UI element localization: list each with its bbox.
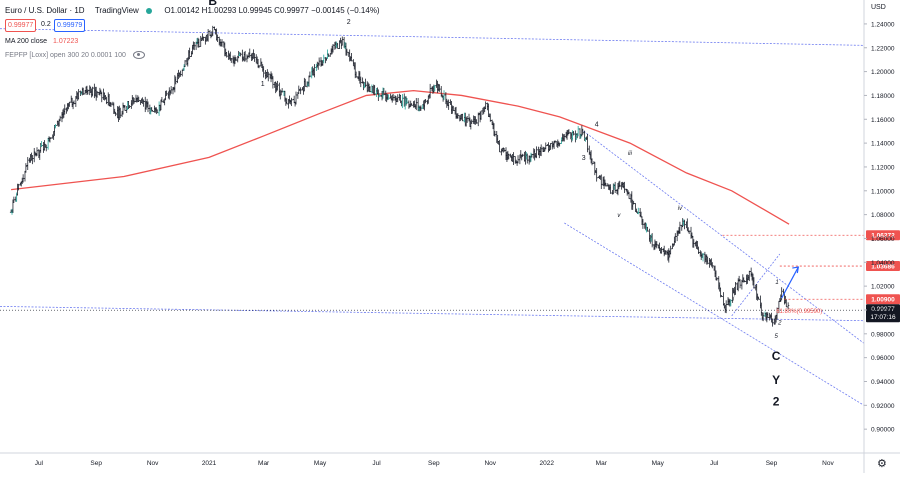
wave-label: iv (678, 206, 683, 212)
trend-line[interactable] (0, 305, 865, 322)
y-tick-label: 1.08000 (871, 212, 895, 219)
x-tick-label: Nov (484, 460, 496, 467)
trend-line[interactable] (564, 222, 865, 406)
wave-label: iii (628, 151, 633, 157)
market-status-icon (146, 7, 153, 14)
level-price-badge[interactable] (866, 230, 900, 241)
y-tick-label: 1.16000 (871, 117, 895, 124)
wave-label: ii (667, 251, 670, 257)
wave-label: 1 (775, 280, 778, 286)
x-tick-label: Nov (147, 460, 159, 467)
y-tick-label: 1.04000 (871, 260, 895, 267)
wave-label: 2 (347, 19, 351, 26)
wave-label: Y (772, 373, 780, 387)
fib-level-label: 61.80%(0.99590) (776, 309, 822, 315)
level-price-badge[interactable] (866, 261, 900, 272)
forecast-arrow[interactable] (781, 266, 799, 299)
ma200-line[interactable] (11, 90, 790, 225)
ohlc-readout: O1.00142 H1.00293 L0.99945 C0.99977 −0.0… (164, 6, 380, 15)
forecast-arrowhead (792, 266, 800, 274)
x-tick-label: May (652, 460, 665, 467)
y-tick-label: 0.96000 (871, 355, 895, 362)
y-tick-label: 1.20000 (871, 69, 895, 76)
wave-label: 2 (777, 320, 782, 326)
current-price-time: 17:07:16 (870, 314, 896, 321)
wave-label: C (772, 349, 781, 363)
y-tick-label: 1.06000 (871, 236, 895, 243)
currency-label[interactable]: USD (871, 4, 886, 11)
x-tick-label: 2022 (539, 460, 554, 467)
y-tick-label: 1.10000 (871, 188, 895, 195)
sell-price-box[interactable]: 0.99977 (5, 19, 37, 32)
spread-label: 0.2 (41, 21, 51, 28)
y-tick-label: 0.98000 (871, 331, 895, 338)
current-price-value: 0.99977 (871, 306, 895, 313)
wave-label: 5 (774, 334, 778, 340)
x-tick-label: Sep (90, 460, 102, 467)
current-price-badge[interactable] (866, 304, 900, 323)
fpfp-indicator-legend[interactable]: FEPFP [Loxx] open 300 20 0.0001 100 (5, 51, 145, 59)
buy-price-box[interactable]: 0.99979 (54, 19, 86, 32)
y-tick-label: 1.14000 (871, 141, 895, 148)
wave-label: 4 (595, 121, 599, 128)
level-price-badge[interactable] (866, 294, 900, 305)
symbol-title[interactable]: Euro / U.S. Dollar · 1D (5, 6, 85, 15)
trend-line[interactable] (0, 28, 865, 46)
legend-header: Euro / U.S. Dollar · 1D TradingView O1.0… (5, 6, 380, 15)
level-price-label: 1.06272 (871, 233, 895, 240)
wave-label: 2 (773, 394, 780, 408)
x-tick-label: 2021 (202, 460, 217, 467)
x-tick-label: Nov (822, 460, 834, 467)
y-tick-label: 0.94000 (871, 379, 895, 386)
wave-label: i (733, 296, 735, 302)
x-tick-label: Jul (710, 460, 719, 467)
x-tick-label: Sep (766, 460, 778, 467)
x-tick-label: Mar (596, 460, 608, 467)
y-tick-label: 1.00000 (871, 307, 895, 314)
level-price-label: 1.03686 (871, 264, 895, 271)
y-tick-label: 0.90000 (871, 427, 895, 434)
y-tick-label: 0.92000 (871, 403, 895, 410)
y-tick-label: 1.22000 (871, 45, 895, 52)
ma-indicator-label: MA 200 close (5, 38, 48, 45)
x-tick-label: Jul (372, 460, 381, 467)
level-price-label: 1.00900 (871, 297, 895, 304)
y-tick-label: 1.18000 (871, 93, 895, 100)
wave-label: 3 (582, 155, 586, 162)
ma-indicator-value: 1.07223 (52, 38, 79, 45)
wave-label: 1 (261, 81, 265, 88)
x-tick-label: Jul (35, 460, 44, 467)
x-tick-label: Sep (428, 460, 440, 467)
x-tick-label: May (314, 460, 327, 467)
trend-line[interactable] (583, 130, 865, 344)
y-tick-label: 1.12000 (871, 164, 895, 171)
gear-icon[interactable]: ⚙ (877, 458, 887, 470)
x-tick-label: Mar (258, 460, 270, 467)
wave-label: B (208, 0, 217, 8)
y-tick-label: 1.24000 (871, 21, 895, 28)
eye-icon[interactable] (132, 51, 145, 59)
wave-label: v (617, 213, 621, 219)
ma-indicator-legend[interactable]: MA 200 close 1.07223 (5, 38, 78, 45)
fpfp-indicator-label: FEPFP [Loxx] open 300 20 0.0001 100 (5, 51, 126, 59)
brand-label: TradingView (94, 6, 139, 15)
y-tick-label: 1.02000 (871, 284, 895, 291)
